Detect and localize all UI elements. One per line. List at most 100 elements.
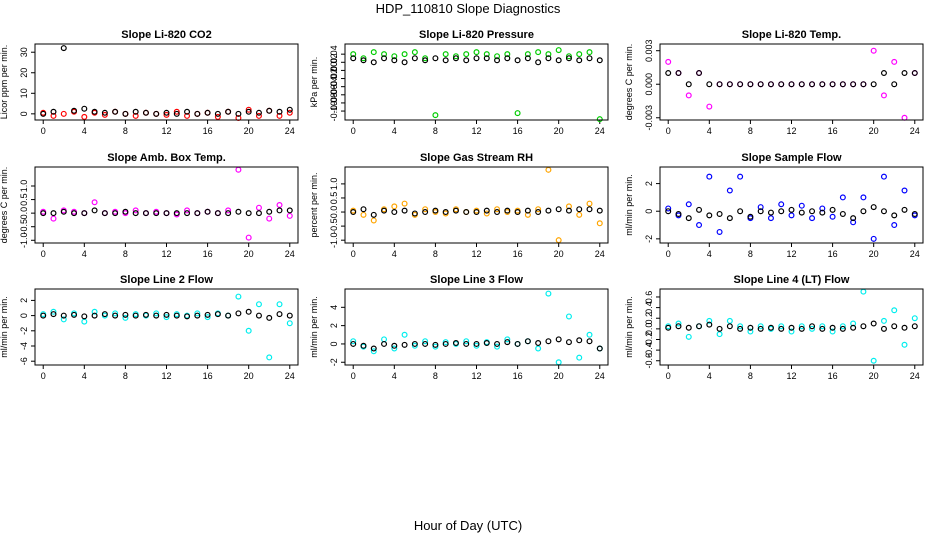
point bbox=[819, 205, 826, 212]
point bbox=[665, 70, 672, 77]
point bbox=[576, 354, 583, 361]
x-tick-label: 16 bbox=[828, 249, 838, 259]
point bbox=[860, 288, 867, 295]
point bbox=[870, 204, 877, 211]
y-tick-label: 4 bbox=[329, 305, 339, 310]
point bbox=[901, 206, 908, 213]
point bbox=[370, 348, 377, 355]
point bbox=[809, 325, 816, 332]
point bbox=[350, 340, 357, 347]
point bbox=[535, 206, 542, 213]
point bbox=[370, 217, 377, 224]
point bbox=[276, 207, 283, 214]
point bbox=[880, 208, 887, 215]
panel-title: Slope Sample Flow bbox=[741, 152, 842, 164]
point bbox=[545, 51, 552, 58]
point bbox=[40, 210, 47, 217]
point bbox=[442, 209, 449, 216]
x-tick-label: 8 bbox=[433, 371, 438, 381]
point bbox=[112, 108, 119, 115]
y-tick-label: 0.0 bbox=[19, 207, 29, 220]
point bbox=[555, 57, 562, 64]
point bbox=[565, 313, 572, 320]
point bbox=[60, 45, 67, 52]
point bbox=[132, 207, 139, 214]
point bbox=[91, 199, 98, 206]
y-tick-label: 0 bbox=[644, 209, 654, 214]
x-tick-label: 24 bbox=[595, 126, 605, 136]
y-tick-label: 0.003 bbox=[644, 39, 654, 62]
point bbox=[483, 210, 490, 217]
x-tick-label: 12 bbox=[161, 371, 171, 381]
point bbox=[747, 328, 754, 335]
y-axis-label: ml/min per min. bbox=[309, 296, 319, 358]
y-tick-label: 0.4 bbox=[644, 301, 654, 314]
point bbox=[850, 219, 857, 226]
point bbox=[545, 290, 552, 297]
x-tick-label: 8 bbox=[433, 249, 438, 259]
point bbox=[788, 206, 795, 213]
point bbox=[891, 58, 898, 65]
point bbox=[535, 340, 542, 347]
point bbox=[767, 215, 774, 222]
point bbox=[911, 323, 918, 330]
plot-frame bbox=[34, 43, 299, 121]
point bbox=[860, 208, 867, 215]
point bbox=[153, 110, 160, 117]
x-tick-label: 0 bbox=[41, 249, 46, 259]
y-tick-label: 0.0 bbox=[644, 323, 654, 336]
panel-title: Slope Li-820 CO2 bbox=[121, 29, 211, 41]
y-tick-label: -0.02 bbox=[329, 68, 339, 89]
point bbox=[576, 206, 583, 213]
point bbox=[586, 49, 593, 56]
point bbox=[576, 51, 583, 58]
point bbox=[586, 331, 593, 338]
point bbox=[214, 210, 221, 217]
panel-title: Slope Li-820 Pressure bbox=[419, 29, 534, 41]
point bbox=[891, 222, 898, 229]
panel: Slope Sample Flow ml/min per min. 0 4 8 12 16 2… bbox=[624, 152, 924, 259]
point bbox=[767, 324, 774, 331]
x-tick-label: 4 bbox=[707, 371, 712, 381]
point bbox=[535, 345, 542, 352]
point bbox=[286, 212, 293, 219]
panel: Slope Li-820 CO2 Licor ppm per min. 0 4 8 12 1… bbox=[0, 29, 299, 136]
point bbox=[112, 210, 119, 217]
point bbox=[163, 210, 170, 217]
point bbox=[40, 110, 47, 117]
point bbox=[266, 314, 273, 321]
point bbox=[442, 51, 449, 58]
point bbox=[494, 209, 501, 216]
x-tick-label: 20 bbox=[869, 126, 879, 136]
y-tick-label: -6 bbox=[19, 357, 29, 365]
point bbox=[411, 340, 418, 347]
point bbox=[860, 81, 867, 88]
x-tick-label: 16 bbox=[828, 371, 838, 381]
x-tick-label: 20 bbox=[554, 371, 564, 381]
point bbox=[286, 320, 293, 327]
point bbox=[245, 308, 252, 315]
plot-frame bbox=[34, 166, 299, 244]
point bbox=[153, 312, 160, 319]
point bbox=[266, 208, 273, 215]
plot-frame bbox=[659, 43, 924, 121]
point bbox=[870, 320, 877, 327]
point bbox=[153, 210, 160, 217]
x-tick-label: 8 bbox=[748, 126, 753, 136]
panel-title: Slope Amb. Box Temp. bbox=[107, 152, 226, 164]
point bbox=[391, 57, 398, 64]
point bbox=[50, 112, 57, 119]
point bbox=[50, 308, 57, 315]
point bbox=[555, 237, 562, 244]
point bbox=[60, 110, 67, 117]
x-tick-label: 24 bbox=[910, 126, 920, 136]
x-tick-label: 4 bbox=[707, 249, 712, 259]
x-tick-label: 16 bbox=[203, 371, 213, 381]
point bbox=[757, 204, 764, 211]
point bbox=[494, 53, 501, 60]
y-tick-label: 0 bbox=[19, 111, 29, 116]
panel: Slope Line 4 (LT) Flow ml/min per min. 0 4 8… bbox=[624, 274, 924, 381]
x-tick-label: 16 bbox=[513, 126, 523, 136]
point bbox=[142, 109, 149, 116]
y-tick-label: 30 bbox=[19, 47, 29, 57]
